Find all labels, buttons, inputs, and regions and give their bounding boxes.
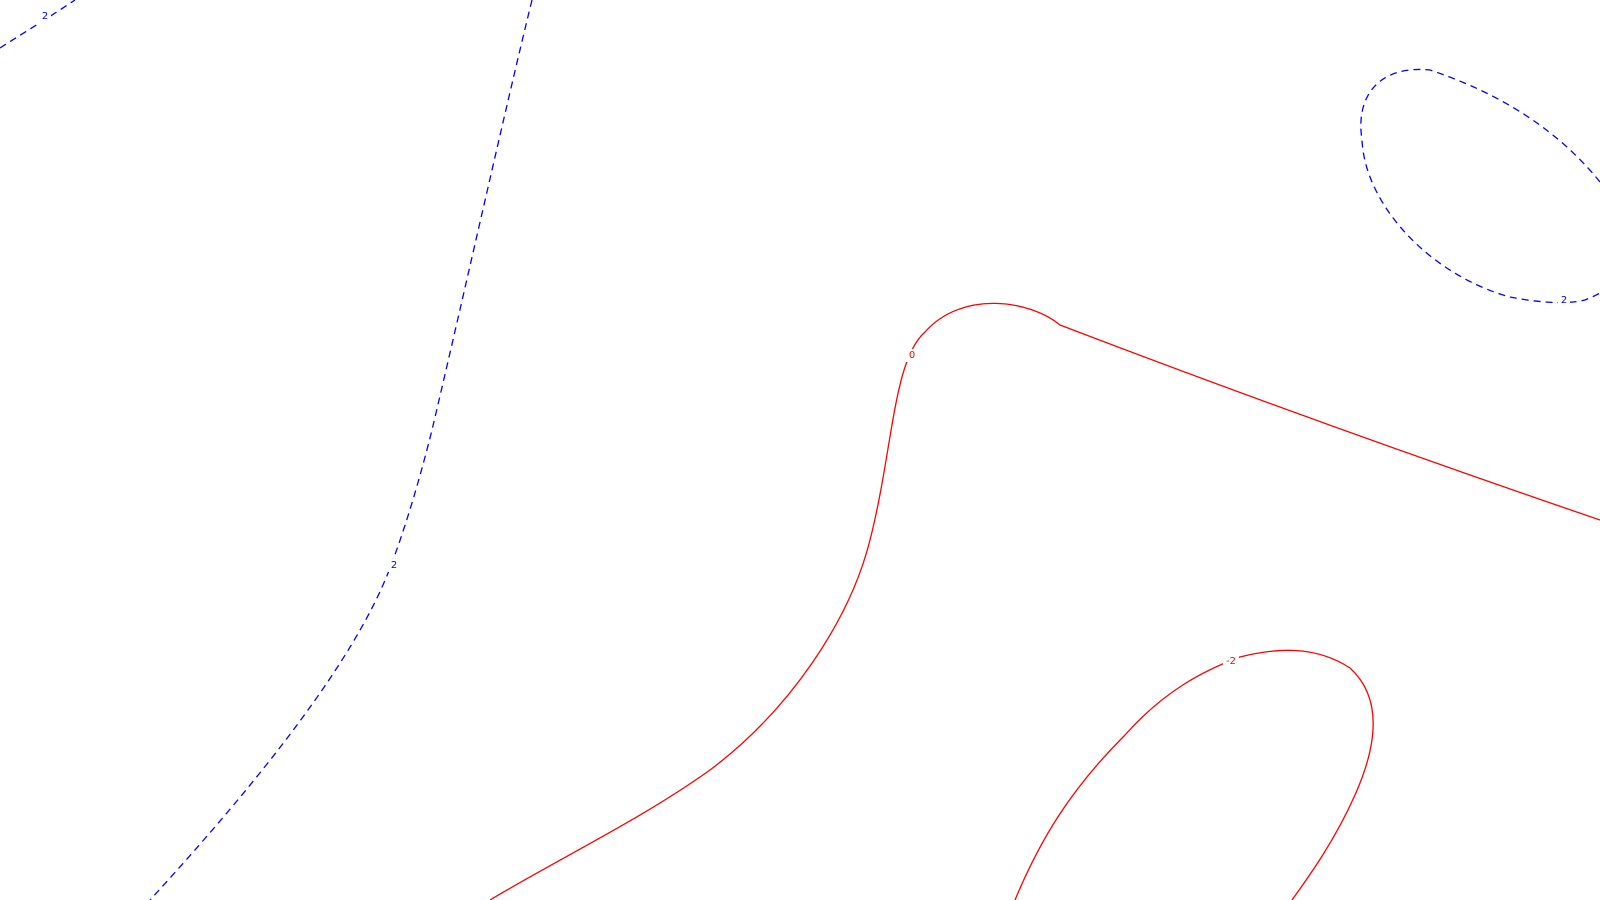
contour-label: 2 [1558,294,1570,307]
contour-label: -2 [1223,655,1239,668]
contour-label-text: 2 [1561,295,1567,306]
contour-line-bottom-right-loop: -2 [1014,649,1374,900]
contour-path [489,302,1600,900]
contour-line-left-arc: 2 [149,0,533,900]
contour-label: 0 [906,349,918,362]
contour-label: 2 [388,559,400,572]
contour-line-top-left: 2 [0,0,76,49]
contour-path [149,0,533,900]
contour-label-text: -2 [1226,656,1236,667]
contour-label-text: 0 [909,350,915,361]
contour-path [0,0,76,49]
contour-path [1360,68,1600,304]
contour-line-top-right-loop: 2 [1360,68,1600,307]
contour-label: 2 [39,10,51,23]
contour-label-text: 2 [42,11,48,22]
contour-line-zero: 0 [489,302,1600,900]
contour-label-text: 2 [391,560,397,571]
contour-path [1014,649,1374,900]
